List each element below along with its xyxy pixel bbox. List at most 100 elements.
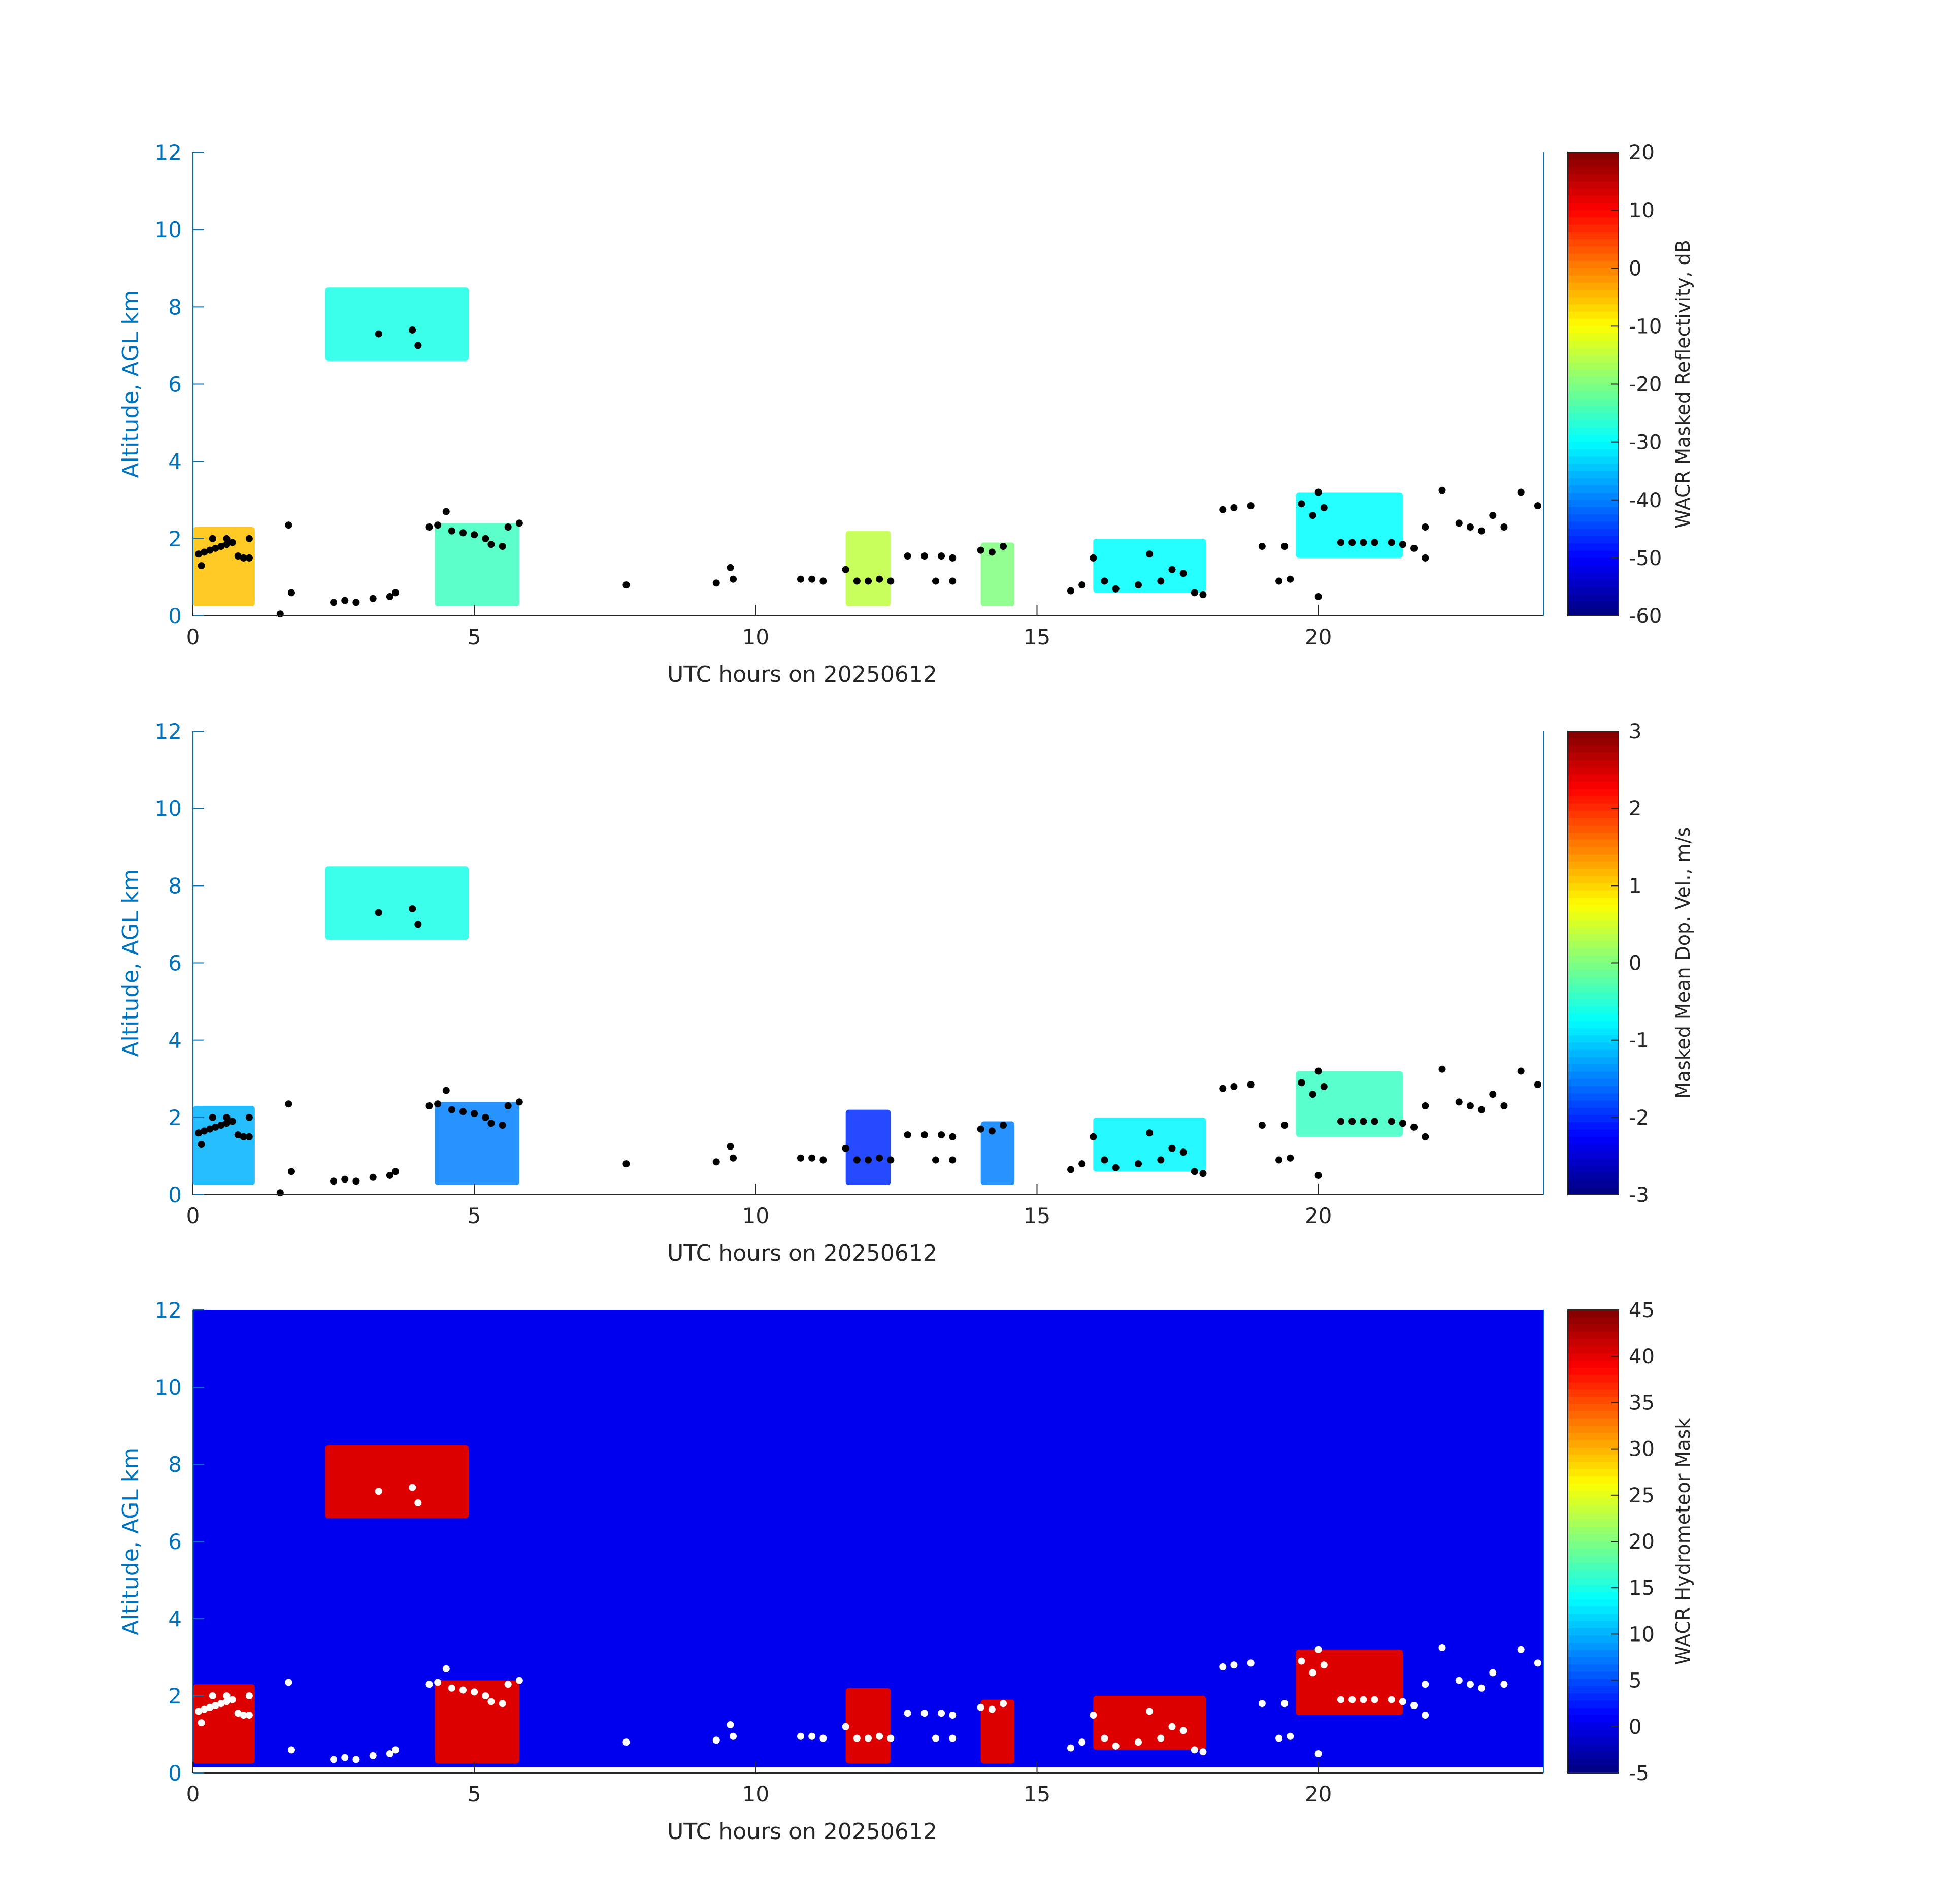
cloud-base-point [1348, 539, 1356, 546]
cloud-base-point [1337, 1696, 1344, 1703]
colorbar-segment [1568, 738, 1619, 746]
colorbar-segment [1568, 579, 1619, 587]
cloud-base-point [1478, 1106, 1486, 1113]
colorbar-segment [1568, 1310, 1619, 1318]
colorbar-segment [1568, 442, 1619, 450]
cloud-base-point [1371, 539, 1378, 546]
cloud-base-point [1298, 500, 1305, 508]
colorbar-segment [1568, 1382, 1619, 1390]
colorbar-tick-label: -20 [1629, 373, 1662, 397]
cloud-base-point [1298, 1657, 1305, 1665]
colorbar-tick-label: -5 [1629, 1762, 1649, 1785]
colorbar-tick-label: -30 [1629, 431, 1662, 454]
colorbar-segment [1568, 1650, 1619, 1658]
cloud-region-mid-cloud-f [1296, 492, 1403, 558]
cloud-base-point [487, 1120, 495, 1127]
colorbar-segment [1568, 449, 1619, 457]
cloud-base-point [1191, 1168, 1198, 1175]
colorbar-tick-label: -10 [1629, 315, 1662, 338]
colorbar-tick-label: 45 [1629, 1299, 1655, 1322]
cloud-base-point [471, 1110, 478, 1118]
colorbar-segment [1568, 1534, 1619, 1542]
cloud-base-point [920, 1710, 928, 1717]
cloud-base-point [195, 1129, 203, 1137]
colorbar-segment [1568, 1353, 1619, 1361]
cloud-base-point [1337, 539, 1344, 546]
cloud-base-point [1157, 577, 1165, 585]
cloud-base-point [209, 535, 216, 542]
x-tick-label: 20 [1305, 625, 1332, 649]
colorbar-segment [1568, 1180, 1619, 1188]
colorbar-segment [1568, 1484, 1619, 1492]
cloud-base-point [1090, 1712, 1097, 1719]
cloud-base-point [515, 1677, 523, 1684]
y-tick-label: 4 [168, 1606, 182, 1631]
colorbar-segment [1568, 1570, 1619, 1579]
cloud-base-point [504, 523, 512, 531]
x-tick-label: 5 [468, 1203, 481, 1228]
colorbar-segment [1568, 594, 1619, 602]
cloud-base-point [1112, 1164, 1120, 1171]
cloud-base-point [932, 1156, 939, 1164]
colorbar-segment [1568, 253, 1619, 261]
colorbar-segment [1568, 500, 1619, 508]
cloud-base-point [487, 541, 495, 548]
colorbar-segment [1568, 188, 1619, 196]
cloud-base-point [727, 564, 734, 571]
cloud-base-point [287, 589, 295, 597]
cloud-base-point [1199, 591, 1207, 599]
below-range-band [193, 1767, 1543, 1773]
colorbar-segment [1568, 406, 1619, 414]
colorbar-segment [1568, 471, 1619, 479]
cloud-base-point [276, 1767, 284, 1775]
colorbar-segment [1568, 810, 1619, 819]
cloud-base-point [287, 1168, 295, 1175]
cloud-base-point [1287, 1732, 1294, 1740]
cloud-base-point [240, 1712, 247, 1719]
cloud-base-point [1179, 1727, 1187, 1734]
cloud-base-point [797, 1732, 804, 1740]
colorbar-segment [1568, 992, 1619, 1000]
cloud-base-point [375, 909, 382, 916]
cloud-base-point [448, 1684, 455, 1692]
colorbar-segment [1568, 326, 1619, 334]
colorbar-segment [1568, 1411, 1619, 1419]
colorbar-segment [1568, 1426, 1619, 1434]
y-tick-label: 8 [168, 294, 182, 319]
cloud-base-point [1000, 1700, 1007, 1708]
colorbar-segment [1568, 1527, 1619, 1535]
cloud-region-low-cloud-c [845, 1109, 891, 1185]
cloud-base-point [1309, 512, 1316, 519]
colorbar-segment [1568, 854, 1619, 862]
cloud-base-point [1422, 1712, 1429, 1719]
colorbar-segment [1568, 203, 1619, 211]
cloud-base-point [876, 1154, 883, 1162]
cloud-base-point [1422, 1133, 1429, 1140]
cloud-base-point [1517, 488, 1525, 496]
cloud-base-point [414, 342, 422, 349]
cloud-base-point [1101, 577, 1108, 585]
colorbar-segment [1568, 1187, 1619, 1195]
cloud-base-point [1179, 570, 1187, 577]
colorbar-segment [1568, 608, 1619, 616]
cloud-base-point [887, 577, 895, 585]
cloud-base-point [245, 1692, 253, 1699]
colorbar-segment [1568, 521, 1619, 530]
colorbar-segment [1568, 399, 1619, 407]
colorbar-segment [1568, 1151, 1619, 1159]
cloud-base-point [1281, 1700, 1289, 1708]
cloud-base-point [234, 552, 242, 560]
colorbar-segment [1568, 1758, 1619, 1766]
cloud-base-point [949, 1133, 957, 1140]
colorbar-segment [1568, 745, 1619, 753]
colorbar-tick-label: 0 [1629, 1716, 1641, 1739]
cloud-base-point [375, 330, 382, 338]
cloud-base-point [1348, 1696, 1356, 1703]
cloud-base-point [730, 575, 737, 583]
cloud-base-point [223, 1698, 231, 1705]
colorbar-segment [1568, 1664, 1619, 1672]
cloud-base-point [1438, 486, 1446, 494]
cloud-region-low-cloud-a [193, 527, 255, 606]
colorbar-segment [1568, 1078, 1619, 1087]
colorbar-tick-label: -2 [1629, 1106, 1649, 1130]
